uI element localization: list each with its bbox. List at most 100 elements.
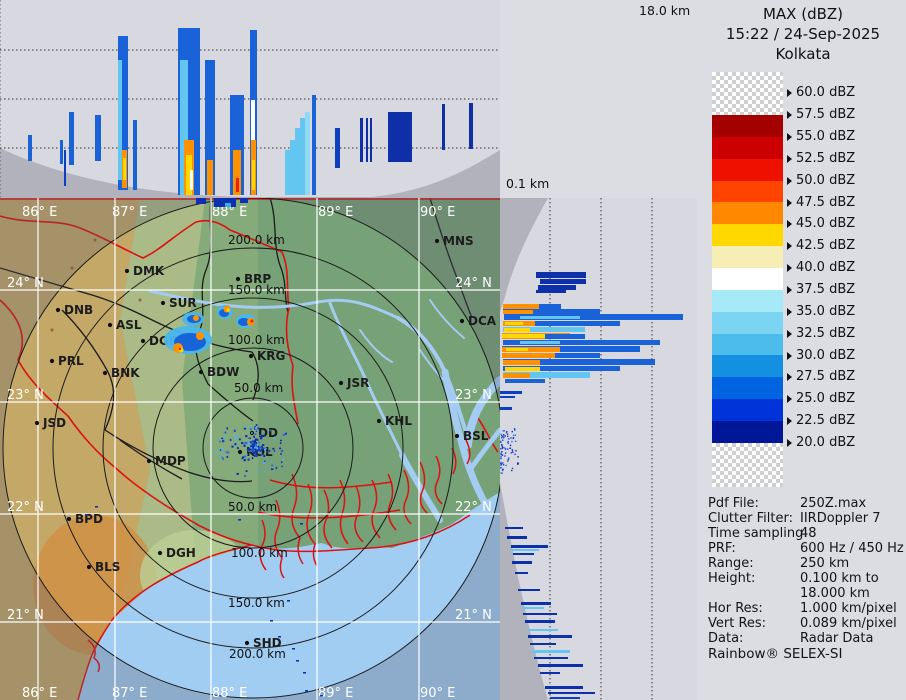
- station-name: Kolkata: [775, 45, 831, 63]
- clutter-speck: [510, 452, 513, 454]
- clutter-speck: [249, 437, 252, 440]
- legend-label-42.5: 42.5 dBZ: [796, 238, 856, 254]
- clutter-speck: [501, 469, 504, 472]
- legend-band-0: [712, 115, 783, 138]
- city-dot-JSD: [34, 420, 40, 426]
- legend-label-25.0: 25.0 dBZ: [796, 391, 856, 407]
- echo-column: [118, 60, 122, 180]
- clutter-speck: [511, 430, 513, 433]
- clutter-speck: [236, 442, 239, 446]
- clutter-speck: [255, 424, 258, 426]
- echo-bar: [511, 549, 539, 551]
- clutter-speck: [281, 465, 283, 468]
- clutter-speck: [511, 449, 514, 451]
- echo-bar: [503, 366, 620, 371]
- echo-bar: [530, 643, 556, 645]
- clutter-speck: [501, 451, 503, 453]
- echo-bar: [503, 321, 620, 326]
- clutter-speck: [227, 451, 230, 454]
- clutter-speck: [502, 430, 504, 432]
- clutter-speck: [258, 441, 261, 444]
- clutter-speck: [275, 466, 278, 470]
- echo-bar: [500, 407, 512, 410]
- legend-band-13: [712, 399, 783, 422]
- echo-column: [360, 118, 363, 162]
- clutter-speck: [264, 448, 266, 451]
- clutter-speck: [221, 456, 224, 459]
- city-dot-JSR: [338, 380, 344, 386]
- clutter-speck: [241, 456, 245, 459]
- clutter-speck: [243, 425, 247, 428]
- blind-zone-wedge: [500, 198, 548, 312]
- clutter-speck: [256, 452, 258, 455]
- meta-label: Vert Res:: [708, 616, 767, 631]
- lon-label: 90° E: [420, 686, 455, 700]
- clutter-speck: [255, 468, 258, 471]
- software-brand: Rainbow® SELEX-SI: [708, 646, 843, 662]
- echo-bar: [528, 635, 572, 638]
- clutter-speck: [265, 448, 267, 450]
- clutter-speck: [500, 433, 502, 435]
- city-dot-BLS: [86, 564, 92, 570]
- echo-column: [133, 120, 137, 190]
- clutter-speck: [500, 448, 502, 450]
- clutter-speck: [281, 450, 284, 452]
- city-dot-SHD: [244, 640, 250, 646]
- meta-label: Pdf File:: [708, 496, 759, 511]
- clutter-speck: [500, 464, 502, 466]
- clutter-speck: [500, 452, 502, 454]
- clutter-speck: [501, 444, 503, 446]
- clutter-speck: [513, 428, 516, 430]
- legend-label-30.0: 30.0 dBZ: [796, 347, 856, 363]
- echo-column: [205, 60, 215, 195]
- legend-tick-icon: [787, 154, 792, 163]
- clutter-speck: [507, 458, 510, 461]
- legend-tick-icon: [787, 417, 792, 426]
- legend-label-55.0: 55.0 dBZ: [796, 129, 856, 144]
- sea-area: [78, 492, 500, 700]
- clutter-speck: [254, 425, 256, 429]
- clutter-speck: [517, 462, 519, 464]
- legend-title: MAX (dBZ) 15:22 / 24-Sep-2025 Kolkata: [700, 4, 906, 64]
- echo-column: [366, 118, 368, 162]
- ns-profile-plot: [500, 198, 697, 700]
- clutter-speck: [261, 446, 264, 450]
- clutter-speck: [237, 447, 239, 450]
- clutter-speck: [254, 438, 257, 441]
- clutter-speck: [502, 464, 505, 466]
- clutter-speck: [253, 440, 256, 443]
- legend-label-50.0: 50.0 dBZ: [796, 172, 856, 188]
- legend-label-37.5: 37.5 dBZ: [796, 281, 856, 297]
- clutter-speck: [505, 431, 508, 434]
- ring-label: 50.0 km: [228, 500, 277, 514]
- clutter-speck: [501, 436, 503, 439]
- legend-band-5: [712, 224, 783, 247]
- clutter-speck: [502, 434, 505, 436]
- clutter-speck: [224, 431, 227, 434]
- clutter-speck: [255, 455, 258, 458]
- lat-label: 21° N: [455, 608, 492, 623]
- lon-label: 86° E: [22, 205, 57, 220]
- lat-label: 22° N: [7, 500, 44, 515]
- clutter-speck: [509, 447, 511, 449]
- range-ring-250km: [2, 198, 500, 699]
- echo-bar: [502, 346, 640, 352]
- clutter-speck: [500, 472, 502, 474]
- legend-band-1: [712, 136, 783, 160]
- echo-bar: [503, 372, 590, 378]
- clutter-speck: [282, 433, 286, 436]
- legend-band-10: [712, 333, 783, 356]
- clutter-speck: [245, 435, 248, 438]
- city-label-SUR: SUR: [169, 296, 197, 310]
- clutter-speck: [249, 441, 252, 444]
- city-label-BNK: BNK: [111, 366, 140, 380]
- clutter-speck: [514, 429, 516, 431]
- clutter-speck: [252, 446, 255, 449]
- echo-bar: [500, 391, 522, 394]
- legend-tick-icon: [787, 438, 792, 447]
- lat-label: 23° N: [455, 388, 492, 403]
- clutter-speck: [253, 455, 256, 457]
- clutter-speck: [246, 453, 248, 456]
- legend-label-52.5: 52.5 dBZ: [796, 150, 856, 166]
- legend-band-11: [712, 355, 783, 378]
